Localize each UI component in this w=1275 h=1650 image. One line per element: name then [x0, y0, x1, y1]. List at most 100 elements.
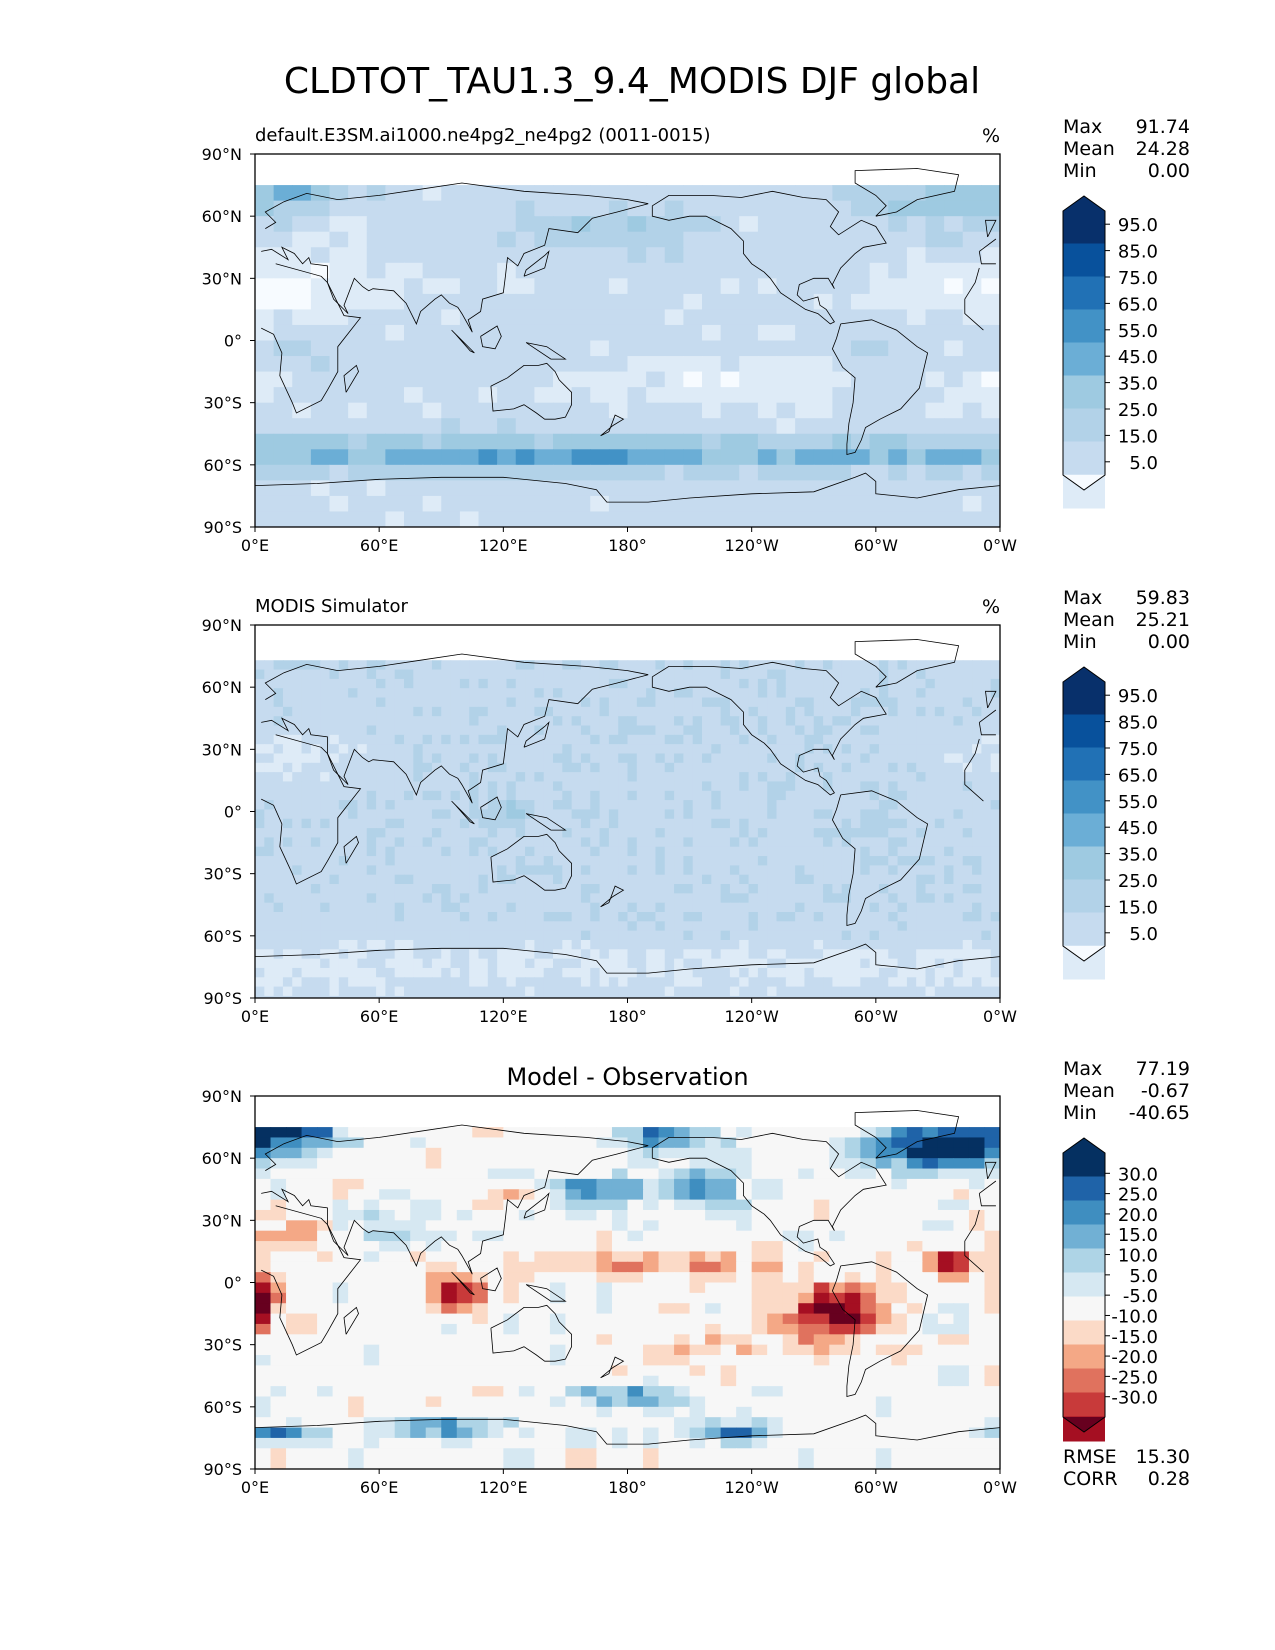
field-cell [689, 1261, 706, 1273]
field-cell [329, 200, 349, 217]
field-cell [571, 293, 591, 311]
field-cell [503, 1230, 520, 1242]
field-cell [478, 818, 489, 829]
field-cell [636, 995, 647, 998]
field-cell [413, 809, 424, 820]
field-cell [702, 278, 722, 295]
field-cell [655, 828, 666, 839]
field-cell [875, 1209, 892, 1221]
field-cell [478, 865, 489, 876]
field-cell [273, 433, 293, 450]
field-cell [720, 837, 731, 848]
field-cell [404, 688, 414, 699]
field-cell [580, 912, 591, 922]
field-cell [916, 818, 927, 829]
field-cell [832, 185, 852, 202]
field-cell [385, 511, 405, 527]
field-cell [925, 762, 936, 773]
field-cell [823, 930, 833, 941]
field-cell [748, 716, 759, 727]
field-cell [934, 884, 945, 894]
field-cell [832, 772, 843, 783]
field-cell [689, 1282, 706, 1294]
field-cell [702, 678, 712, 689]
field-cell [599, 874, 610, 885]
field-cell [925, 309, 945, 326]
field-cell [922, 1323, 939, 1335]
field-cell [549, 1189, 567, 1201]
field-cell [394, 1189, 411, 1201]
field-cell [348, 874, 359, 885]
field-cell [270, 1261, 287, 1273]
field-cell [984, 1189, 1000, 1201]
field-cell [953, 856, 964, 866]
field-cell [813, 967, 824, 978]
field-cell [441, 1292, 458, 1304]
field-cell [664, 958, 675, 969]
field-cell [459, 387, 480, 404]
field-cell [518, 1292, 535, 1304]
field-cell [255, 1334, 272, 1346]
field-cell [571, 688, 582, 699]
field-cell [922, 1178, 939, 1190]
field-cell [310, 753, 321, 764]
field-cell [292, 856, 303, 866]
field-cell [767, 1199, 784, 1211]
field-cell [431, 790, 442, 801]
field-cell [255, 1303, 272, 1315]
field-cell [478, 200, 498, 217]
field-cell [795, 402, 815, 419]
field-cell [841, 716, 852, 727]
field-cell [376, 884, 386, 894]
field-cell [580, 1178, 598, 1190]
coastline [525, 813, 567, 831]
field-cell [748, 697, 759, 708]
field-cell [906, 293, 927, 311]
field-cell [357, 697, 368, 708]
field-cell [292, 669, 303, 680]
field-cell [329, 340, 349, 357]
field-cell [441, 185, 461, 202]
field-cell [543, 828, 554, 839]
field-cell [562, 725, 573, 736]
field-cell [944, 949, 955, 960]
field-cell [627, 818, 638, 829]
field-cell [413, 939, 424, 950]
field-cell [813, 1272, 830, 1284]
field-cell [739, 480, 759, 497]
field-cell [720, 706, 731, 717]
field-cell [664, 995, 675, 998]
field-cell [596, 1168, 613, 1180]
field-cell [692, 912, 703, 922]
field-cell [851, 511, 871, 527]
field-cell [636, 725, 647, 736]
field-cell [860, 1189, 877, 1201]
field-cell [674, 1209, 691, 1221]
field-cell [618, 939, 629, 950]
field-cell [692, 660, 703, 671]
field-cell [292, 828, 303, 839]
field-cell [273, 340, 293, 357]
field-cell [562, 753, 573, 764]
field-cell [608, 495, 629, 513]
field-cell [776, 753, 787, 764]
field-cell [394, 939, 405, 950]
field-cell [441, 1241, 458, 1253]
coastline [523, 250, 550, 277]
field-cell [422, 753, 433, 764]
field-cell [922, 1209, 939, 1221]
field-cell [608, 772, 619, 783]
field-cell [534, 387, 554, 404]
lon-tick-label: 180° [608, 1007, 647, 1026]
field-cell [456, 1334, 473, 1346]
field-cell [739, 986, 750, 997]
field-cell [860, 669, 871, 680]
field-cell [286, 1137, 303, 1149]
field-cell [525, 902, 535, 913]
field-cell [869, 744, 880, 755]
field-cell [404, 464, 424, 481]
field-cell [813, 865, 824, 876]
field-cell [869, 837, 880, 848]
field-cell [776, 790, 787, 801]
field-cell [497, 958, 508, 969]
